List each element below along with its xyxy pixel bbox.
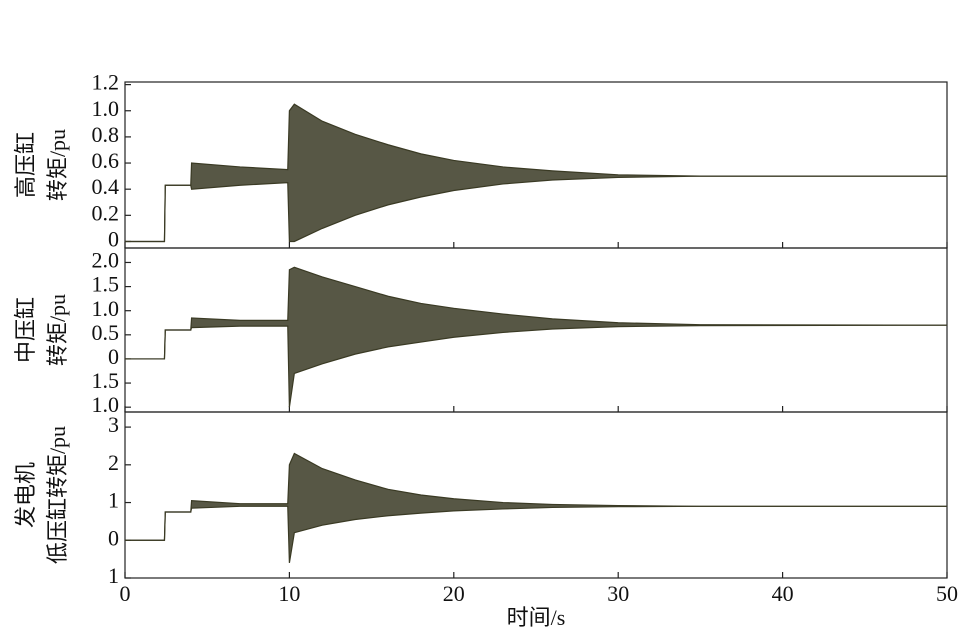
envelope-line: [125, 324, 948, 408]
envelope-line: [125, 175, 947, 243]
y-tick-label: 1.2: [92, 70, 120, 95]
y-tick-label: 1.5: [92, 368, 120, 393]
y-tick-label: 3: [108, 412, 119, 437]
y-tick-label: 0: [108, 344, 119, 369]
x-tick-label: 40: [772, 581, 794, 606]
x-tick-label: 0: [120, 581, 131, 606]
y-tick-label: 2: [108, 450, 119, 475]
y-tick-label: 1.0: [92, 392, 120, 417]
y-tick-label: 0.5: [92, 320, 120, 345]
y-axis-label: 发电机: [13, 462, 38, 528]
oscillation-band: [125, 267, 947, 408]
envelope-line: [125, 505, 947, 564]
y-tick-label: 0.4: [92, 174, 120, 199]
y-axis-label: 高压缸: [13, 132, 38, 198]
envelope-line: [125, 266, 948, 360]
x-tick-label: 10: [278, 581, 300, 606]
y-tick-label: 0.2: [92, 200, 120, 225]
plot-frame: [124, 411, 948, 579]
x-tick-label: 30: [607, 581, 629, 606]
x-tick-label: 50: [936, 581, 958, 606]
y-tick-label: 1.5: [92, 272, 120, 297]
y-tick-label: 1: [108, 488, 119, 513]
y-tick-label: 0.8: [92, 122, 120, 147]
y-tick-label: 1.0: [92, 296, 120, 321]
oscillation-band: [125, 104, 947, 242]
y-tick-label: 2.0: [92, 248, 120, 273]
x-tick-label: 20: [443, 581, 465, 606]
oscillation-band: [125, 453, 947, 563]
y-tick-label: 0: [108, 525, 119, 550]
y-tick-label: 0: [108, 227, 119, 252]
y-axis-label: 转矩/pu: [45, 129, 70, 201]
x-axis-label: 时间/s: [507, 605, 566, 630]
y-axis-label: 中压缸: [13, 297, 38, 363]
y-tick-label: 1: [108, 563, 119, 588]
y-axis-label: 低压缸转矩/pu: [45, 426, 70, 564]
plot-frame: [124, 81, 948, 249]
envelope-line: [125, 452, 947, 541]
y-tick-label: 1.0: [92, 96, 120, 121]
y-axis-label: 转矩/pu: [45, 294, 70, 366]
y-tick-label: 0.6: [92, 148, 120, 173]
